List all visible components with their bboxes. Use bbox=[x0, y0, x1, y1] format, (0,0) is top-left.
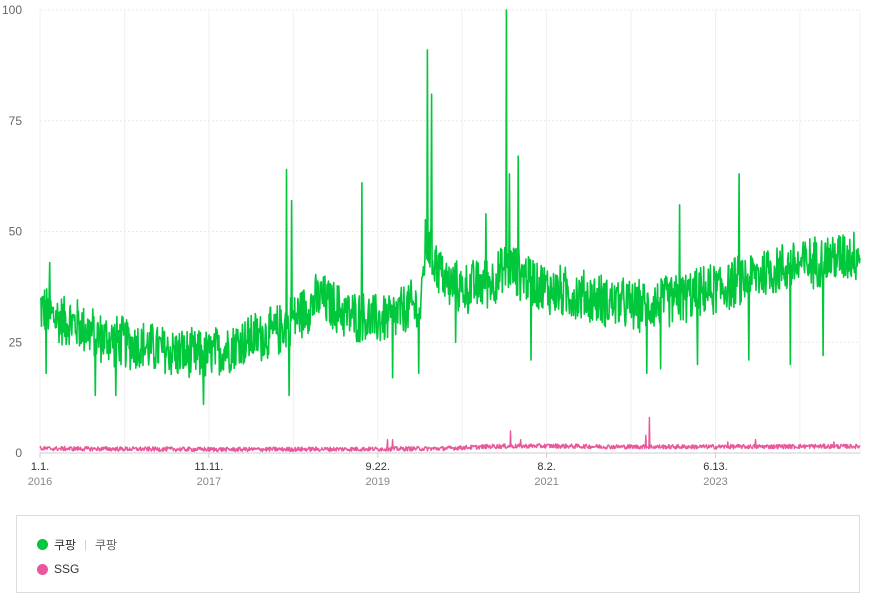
y-tick-label: 100 bbox=[2, 3, 22, 17]
x-tick-year: 2016 bbox=[28, 476, 52, 488]
legend-label-ssg: SSG bbox=[54, 562, 80, 576]
x-tick-label: 8.2. bbox=[537, 461, 555, 473]
x-tick-year: 2023 bbox=[703, 476, 727, 488]
series-line-coupang bbox=[39, 9, 861, 406]
x-tick-year: 2021 bbox=[534, 476, 558, 488]
series-line-ssg bbox=[39, 416, 861, 453]
y-tick-label: 50 bbox=[9, 225, 23, 239]
x-tick-label: 1.1. bbox=[31, 461, 49, 473]
legend-item-coupang[interactable]: 쿠팡 | 쿠팡 bbox=[37, 536, 117, 553]
legend-dot-coupang bbox=[37, 539, 48, 550]
legend: 쿠팡 | 쿠팡 SSG bbox=[16, 515, 860, 593]
x-tick-label: 9.22. bbox=[366, 461, 390, 473]
x-tick-year: 2017 bbox=[197, 476, 221, 488]
y-tick-label: 0 bbox=[15, 446, 22, 460]
y-tick-label: 75 bbox=[9, 114, 23, 128]
x-tick-label: 6.13. bbox=[703, 461, 727, 473]
legend-sublabel-coupang: 쿠팡 bbox=[94, 538, 118, 552]
line-chart: 0 25 50 75 100 1.1. 2016 11.11. 2017 9.22. 2019 8.2… bbox=[2, 3, 861, 488]
x-tick-label: 11.11. bbox=[194, 461, 223, 473]
legend-label-coupang: 쿠팡 bbox=[54, 538, 77, 552]
x-tick-year: 2019 bbox=[365, 476, 389, 488]
legend-item-ssg[interactable]: SSG bbox=[37, 562, 79, 576]
legend-divider: | bbox=[84, 538, 87, 551]
y-tick-label: 25 bbox=[9, 335, 23, 349]
legend-dot-ssg bbox=[37, 563, 48, 575]
